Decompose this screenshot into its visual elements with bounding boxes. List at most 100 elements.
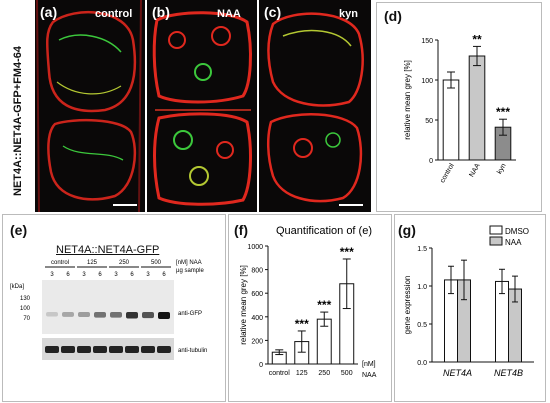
significance-mark: ***: [317, 298, 331, 312]
gfp-band: [62, 312, 74, 317]
bar: [442, 79, 460, 161]
y-tick-label: 150: [421, 38, 433, 45]
condition-label-naa: NAA: [217, 8, 241, 20]
group-label: 500: [151, 260, 162, 266]
y-tick-label: 1000: [247, 244, 263, 251]
tubulin-band: [141, 346, 155, 353]
chart-f: Quantification of (e) 0 200 400 600 800 1000 re…: [239, 225, 377, 379]
chart-d: 0 50 100 150 relative mean grey [%] control **…: [403, 32, 516, 184]
x-tick-label: 125: [296, 370, 308, 377]
band-label-gfp: anti-GFP: [178, 311, 202, 317]
y-tick-label: 0.5: [417, 322, 427, 329]
panel-a-label: (a): [40, 4, 58, 20]
panel-g-label: (g): [398, 222, 416, 238]
significance-mark: **: [472, 32, 482, 46]
y-tick-label: 0: [429, 158, 433, 165]
sample-label: 6: [98, 272, 102, 278]
x-tick-label: NAA: [468, 162, 481, 178]
marker-label: 100: [20, 306, 31, 312]
gfp-band: [142, 312, 154, 319]
scale-bar: [339, 204, 363, 206]
tubulin-band: [77, 346, 91, 353]
panel-e-label: (e): [10, 222, 28, 238]
y-tick-label: 400: [251, 315, 263, 322]
panel-c-label: (c): [264, 4, 282, 20]
y-tick-label: 800: [251, 268, 263, 275]
tubulin-band: [45, 346, 59, 353]
sample-label: 3: [50, 272, 54, 278]
condition-label-control: control: [95, 8, 133, 20]
gfp-band: [110, 312, 122, 318]
y-tick-label: 0: [259, 362, 263, 369]
gfp-band: [46, 312, 58, 317]
marker-label: 130: [20, 296, 31, 302]
group-label: 125: [87, 260, 98, 266]
sample-label: 3: [114, 272, 118, 278]
micrograph-control-drawing: [36, 0, 142, 212]
bar: [468, 55, 486, 161]
chart-g: 0.0 0.5 1.0 1.5 gene expression NET4A NET4B DMS…: [403, 225, 534, 378]
sample-unit-label: µg sample: [176, 268, 204, 274]
x-unit-label-2: NAA: [362, 372, 377, 379]
y-axis-label: relative mean grey [%]: [239, 265, 248, 345]
x-tick-label: control: [269, 370, 290, 377]
legend-label: NAA: [505, 238, 522, 247]
y-tick-label: 600: [251, 291, 263, 298]
x-unit-label-1: [nM]: [362, 361, 376, 368]
western-blot: control 125 250 500 [nM] NAA µg sample 3 6 3 6 3 6 3…: [10, 260, 207, 360]
significance-mark: ***: [295, 317, 309, 331]
legend-label: DMSO: [505, 227, 529, 236]
tubulin-band: [125, 346, 139, 353]
blot-membrane-gfp: [42, 280, 174, 334]
legend-swatch: [489, 236, 503, 246]
group-unit-label: [nM] NAA: [176, 260, 202, 266]
x-tick-label: NET4B: [494, 368, 523, 378]
chart-f-title: Quantification of (e): [276, 225, 372, 237]
y-axis-label: relative mean grey [%]: [403, 60, 412, 140]
gfp-band: [94, 312, 106, 318]
y-tick-label: 1.5: [417, 246, 427, 253]
x-tick-label: control: [439, 162, 456, 184]
panel-b-label: (b): [152, 4, 170, 20]
group-label: 250: [119, 260, 130, 266]
sample-label: 6: [162, 272, 166, 278]
tubulin-band: [157, 346, 171, 353]
panel-d-label: (d): [384, 8, 402, 24]
panel-f-label: (f): [234, 222, 248, 238]
marker-label: 70: [23, 316, 30, 322]
x-tick-label: kyn: [496, 162, 508, 175]
legend-swatch: [489, 225, 503, 235]
y-tick-label: 0.0: [417, 360, 427, 367]
x-tick-label: 500: [341, 370, 353, 377]
y-axis-label: gene expression: [403, 276, 412, 335]
micrograph-naa-drawing: [152, 11, 252, 206]
tubulin-band: [93, 346, 107, 353]
y-tick-label: 200: [251, 338, 263, 345]
tubulin-band: [109, 346, 123, 353]
blot-title: NET4A::NET4A-GFP: [56, 244, 160, 256]
kda-label: [kDa]: [10, 284, 24, 290]
micrograph-kyn: (c) kyn: [259, 0, 371, 212]
y-tick-label: 50: [425, 118, 433, 125]
group-label: control: [51, 260, 69, 266]
sample-label: 3: [146, 272, 150, 278]
sample-label: 3: [82, 272, 86, 278]
micrograph-kyn-drawing: [267, 12, 364, 203]
condition-label-kyn: kyn: [339, 8, 358, 20]
gfp-band: [78, 312, 90, 318]
x-tick-label: NET4A: [443, 368, 472, 378]
scale-bar: [113, 204, 137, 206]
sample-label: 6: [130, 272, 134, 278]
band-label-tubulin: anti-tubulin: [178, 348, 207, 354]
significance-mark: ***: [496, 105, 510, 119]
significance-mark: ***: [340, 245, 354, 259]
sample-label: 6: [66, 272, 70, 278]
blot-membrane-tubulin: [42, 338, 174, 360]
y-tick-label: 1.0: [417, 284, 427, 291]
micrograph-naa: (b) NAA: [147, 0, 257, 212]
panel-f-frame: [228, 214, 392, 402]
x-tick-label: 250: [318, 370, 330, 377]
y-tick-label: 100: [421, 78, 433, 85]
tubulin-band: [61, 346, 75, 353]
gfp-band: [126, 312, 138, 319]
